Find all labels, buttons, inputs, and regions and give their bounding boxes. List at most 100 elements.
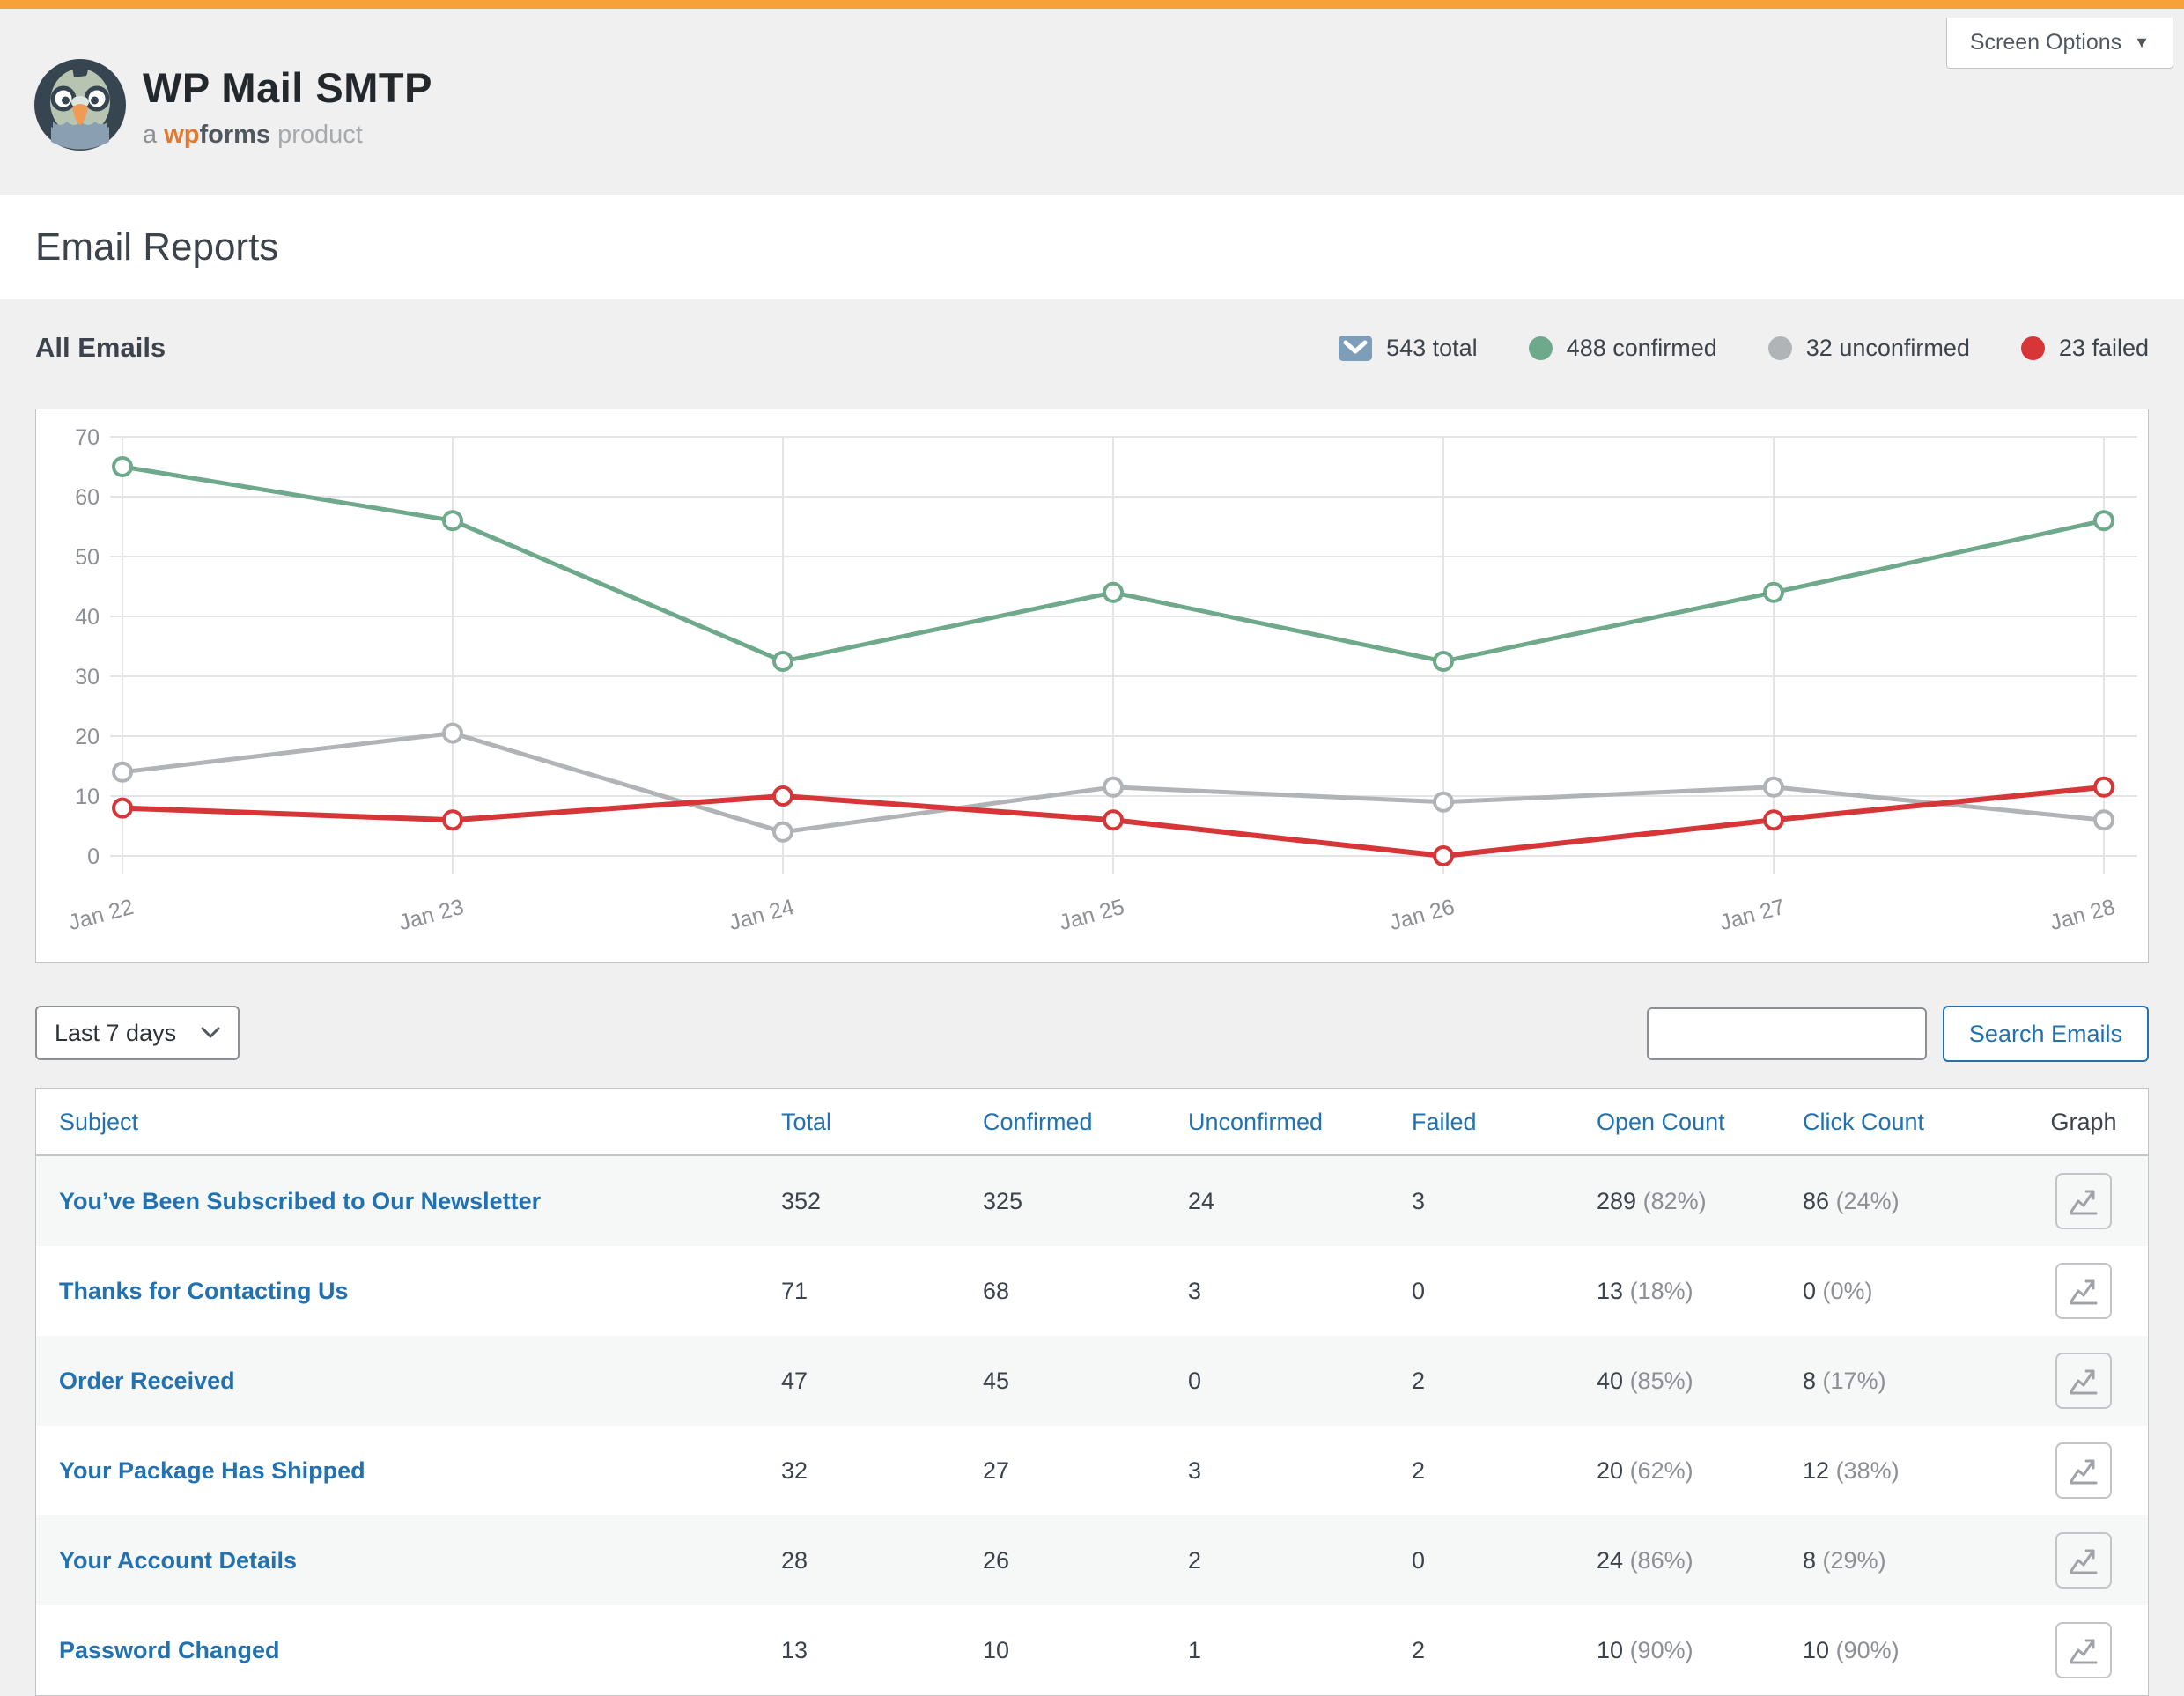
unconfirmed-cell: 24 (1188, 1187, 1215, 1214)
search-emails-button[interactable]: Search Emails (1942, 1006, 2149, 1062)
email-subject-link[interactable]: Thanks for Contacting Us (59, 1277, 349, 1304)
column-header-failed[interactable]: Failed (1412, 1108, 1477, 1135)
mini-chart-icon (2070, 1549, 2098, 1574)
confirmed-cell: 68 (983, 1277, 1010, 1304)
svg-text:70: 70 (75, 425, 100, 450)
row-graph-button[interactable] (2055, 1173, 2112, 1229)
unconfirmed-cell: 1 (1188, 1636, 1202, 1663)
plugin-header: WP Mail SMTP a wpforms product Screen Op… (0, 9, 2184, 195)
unconfirmed-dot-icon (1767, 336, 1792, 360)
stat-failed-label: 23 failed (2058, 334, 2149, 361)
email-subject-link[interactable]: You’ve Been Subscribed to Our Newsletter (59, 1187, 542, 1214)
open-count-cell: 13 (18%) (1597, 1277, 1693, 1304)
table-header-row: Subject Total Confirmed Unconfirmed Fail… (36, 1089, 2148, 1156)
row-graph-button[interactable] (2055, 1442, 2112, 1499)
stat-total-label: 543 total (1386, 334, 1478, 361)
mini-chart-icon (2070, 1190, 2098, 1215)
click-count-cell: 12 (38%) (1803, 1456, 1900, 1484)
brand-tagline: a wpforms product (143, 121, 432, 150)
svg-text:40: 40 (75, 605, 100, 630)
wp-mail-smtp-logo (33, 58, 127, 151)
total-cell: 71 (781, 1277, 808, 1304)
failed-cell: 2 (1412, 1636, 1426, 1663)
svg-text:Jan 22: Jan 22 (66, 895, 136, 935)
screen-options-button[interactable]: Screen Options ▼ (1945, 18, 2173, 69)
email-subject-link[interactable]: Your Account Details (59, 1546, 298, 1574)
column-header-total[interactable]: Total (781, 1108, 832, 1135)
failed-cell: 2 (1412, 1367, 1426, 1394)
tagline-a: a (143, 121, 165, 149)
table-controls-row: Last 7 days Search Emails (35, 1006, 2149, 1062)
chevron-down-icon: ▼ (2134, 33, 2150, 51)
table-row: You’ve Been Subscribed to Our Newsletter… (36, 1156, 2148, 1246)
table-row: Thanks for Contacting Us 71 68 3 0 13 (1… (36, 1246, 2148, 1336)
mini-chart-icon (2070, 1639, 2098, 1664)
stat-confirmed-label: 488 confirmed (1566, 334, 1717, 361)
search-input[interactable] (1646, 1007, 1927, 1060)
row-graph-button[interactable] (2055, 1622, 2112, 1678)
click-count-cell: 86 (24%) (1803, 1187, 1900, 1214)
total-cell: 32 (781, 1456, 808, 1484)
all-emails-header-row: All Emails 543 total 488 confirmed 32 un… (35, 328, 2149, 368)
column-header-confirmed[interactable]: Confirmed (983, 1108, 1093, 1135)
date-range-value: Last 7 days (55, 1019, 177, 1046)
failed-cell: 0 (1412, 1277, 1426, 1304)
stat-unconfirmed: 32 unconfirmed (1767, 334, 1970, 362)
stat-confirmed: 488 confirmed (1528, 334, 1717, 362)
click-count-cell: 8 (29%) (1803, 1546, 1886, 1574)
column-header-open-count[interactable]: Open Count (1597, 1108, 1725, 1135)
table-row: Your Package Has Shipped 32 27 3 2 20 (6… (36, 1426, 2148, 1515)
total-cell: 13 (781, 1636, 808, 1663)
row-graph-button[interactable] (2055, 1532, 2112, 1589)
column-header-subject[interactable]: Subject (59, 1108, 139, 1135)
open-count-cell: 24 (86%) (1597, 1546, 1693, 1574)
svg-text:Jan 24: Jan 24 (727, 895, 797, 935)
screen-options-label: Screen Options (1969, 30, 2122, 55)
column-header-graph: Graph (2050, 1108, 2117, 1135)
click-count-cell: 0 (0%) (1803, 1277, 1873, 1304)
open-count-cell: 10 (90%) (1597, 1636, 1693, 1663)
unconfirmed-cell: 0 (1188, 1367, 1202, 1394)
svg-text:Jan 28: Jan 28 (2048, 895, 2118, 935)
confirmed-cell: 325 (983, 1187, 1023, 1214)
svg-text:Jan 23: Jan 23 (396, 895, 467, 935)
row-graph-button[interactable] (2055, 1263, 2112, 1319)
stat-total: 543 total (1339, 335, 1478, 362)
email-subject-link[interactable]: Password Changed (59, 1636, 280, 1663)
total-cell: 28 (781, 1546, 808, 1574)
failed-cell: 2 (1412, 1456, 1426, 1484)
app-title: WP Mail SMTP (143, 64, 432, 111)
svg-text:10: 10 (75, 785, 100, 809)
mail-icon (1339, 335, 1373, 361)
page-title-band: Email Reports (0, 195, 2184, 299)
unconfirmed-cell: 2 (1188, 1546, 1202, 1574)
table-row: Your Account Details 28 26 2 0 24 (86%) … (36, 1515, 2148, 1605)
total-cell: 47 (781, 1367, 808, 1394)
pigeon-logo-icon (34, 59, 126, 151)
email-subject-link[interactable]: Order Received (59, 1367, 235, 1394)
search-group: Search Emails (1646, 1006, 2149, 1062)
table-body: You’ve Been Subscribed to Our Newsletter… (36, 1156, 2148, 1695)
svg-text:50: 50 (75, 545, 100, 570)
svg-text:20: 20 (75, 725, 100, 749)
date-range-select[interactable]: Last 7 days (35, 1006, 240, 1060)
failed-cell: 0 (1412, 1546, 1426, 1574)
column-header-unconfirmed[interactable]: Unconfirmed (1188, 1108, 1324, 1135)
emails-line-chart-panel: 0 10 20 30 40 50 60 70 Jan 22 Jan 23 Jan 24 Jan 25 J… (35, 409, 2149, 963)
column-header-click-count[interactable]: Click Count (1803, 1108, 1925, 1135)
tagline-product: product (270, 121, 363, 149)
mini-chart-icon (2070, 1279, 2098, 1305)
email-stats-legend: 543 total 488 confirmed 32 unconfirmed 2… (1339, 335, 2149, 362)
svg-text:60: 60 (75, 485, 100, 510)
confirmed-cell: 45 (983, 1367, 1010, 1394)
svg-text:Jan 27: Jan 27 (1717, 895, 1788, 935)
click-count-cell: 8 (17%) (1803, 1367, 1886, 1394)
svg-text:0: 0 (87, 844, 100, 869)
unconfirmed-cell: 3 (1188, 1277, 1202, 1304)
email-subject-link[interactable]: Your Package Has Shipped (59, 1456, 365, 1484)
stat-unconfirmed-label: 32 unconfirmed (1805, 334, 1970, 361)
open-count-cell: 40 (85%) (1597, 1367, 1693, 1394)
unconfirmed-cell: 3 (1188, 1456, 1202, 1484)
open-count-cell: 289 (82%) (1597, 1187, 1707, 1214)
row-graph-button[interactable] (2055, 1353, 2112, 1409)
